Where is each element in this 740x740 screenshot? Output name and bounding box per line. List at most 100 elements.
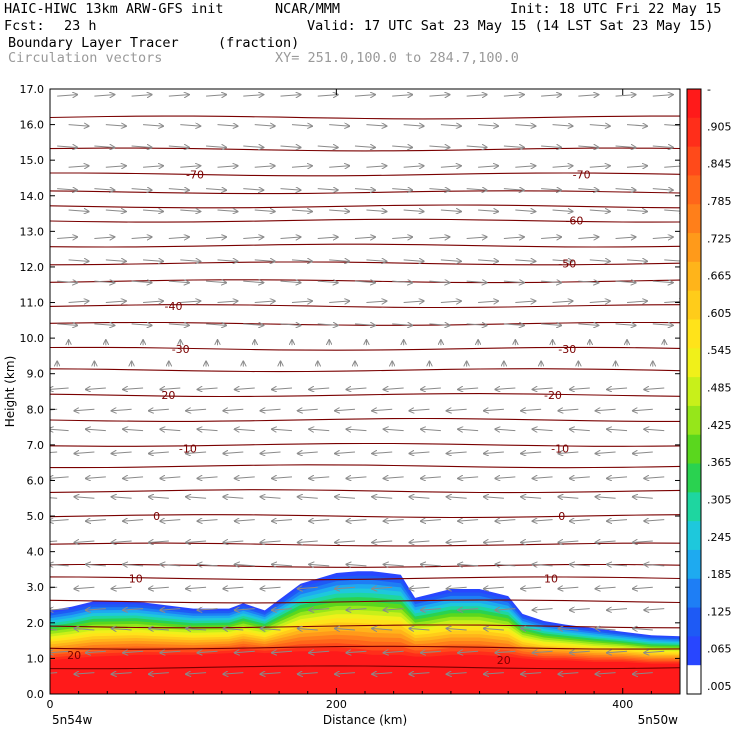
circulation-vector [329,125,349,127]
circulation-vector [570,609,590,611]
circulation-vector [366,125,386,127]
circulation-vector [484,452,504,454]
contour-label: -20 [157,389,175,402]
circulation-vector [298,497,318,499]
colorbar-swatch [687,89,701,119]
circulation-vector [447,673,467,675]
circulation-vector [50,388,69,390]
field-name: Boundary Layer Tracer [8,35,179,51]
circulation-vector [392,237,412,239]
circulation-vector [317,324,338,326]
circulation-vector [57,95,77,97]
circulation-vector [447,541,467,543]
circulation-vector [366,166,386,168]
circulation-vector [180,125,200,127]
header-init: Init: 18 UTC Fri 22 May 15 [510,1,722,17]
circulation-vector [50,672,58,674]
circulation-vector [346,520,367,522]
colorbar-label: .185 [707,568,732,581]
temperature-contour [50,190,680,195]
contour-label: -10 [179,442,197,455]
circulation-vector [440,301,461,303]
contour-label: -30 [172,343,190,356]
contour-label: -70 [186,168,204,181]
circulation-vector [298,409,318,411]
colorbar-swatch [687,434,701,465]
circulation-vector [596,628,616,630]
circulation-vector [105,210,126,212]
circulation-vector [664,166,680,168]
circulation-vector [217,125,238,127]
circulation-vector [478,210,498,212]
temperature-contour [50,417,680,422]
circulation-vector [57,281,77,283]
y-tick-label: 15.0 [20,154,45,167]
colorbar-label: .005 [707,680,732,693]
circulation-vector [309,651,330,653]
temperature-contour [50,321,680,326]
circulation-vector [123,388,144,390]
circulation-vector [578,237,598,239]
circulation-vector [180,301,200,303]
temperature-contour [50,624,680,629]
circulation-vector [570,520,590,522]
circulation-vector [143,210,163,212]
circulation-vector [86,388,106,390]
circulation-vector [558,409,579,411]
colorbar-label: .485 [707,382,732,395]
temperature-contour [50,514,680,519]
circulation-vector [291,260,312,262]
circulation-vector [495,520,516,522]
circulation-vector [235,651,255,653]
circulation-vector [421,564,441,566]
circulation-vector [495,564,516,566]
y-tick-label: 17.0 [20,83,45,96]
circulation-vector [143,125,163,127]
circulation-vector [346,651,367,653]
circulation-vector [160,651,181,653]
circulation-vector [143,260,163,262]
circulation-vector [149,587,169,589]
circulation-vector [280,146,301,148]
circulation-vector [335,628,356,630]
circulation-vector [403,260,424,262]
circulation-vector [552,260,573,262]
temperature-contour [50,204,680,209]
circulation-vector [235,520,255,522]
circulation-vector [272,520,293,522]
circulation-vector [217,301,238,303]
circulation-vector [652,324,673,326]
circulation-vector [384,651,404,653]
colorbar-swatch [687,521,701,551]
circulation-vector [168,146,189,148]
circulation-vector [615,281,636,283]
circulation-vector [317,95,338,97]
circulation-vector [160,388,181,390]
circulation-vector [484,497,504,499]
circulation-vector [596,497,616,499]
circulation-vector [74,587,95,589]
y-tick-label: 1.0 [27,652,45,665]
circulation-vector [515,260,535,262]
circulation-vector [105,125,126,127]
circulation-vector [366,260,386,262]
circulation-vector [615,324,636,326]
circulation-vector [243,237,263,239]
circulation-vector [384,388,404,390]
circulation-vector [558,452,579,454]
circulation-vector [644,429,665,431]
x-tick-label: 0 [47,698,54,711]
circulation-vector [596,541,616,543]
circulation-vector [503,324,524,326]
circulation-vector [570,477,590,479]
circulation-vector [272,609,293,611]
circulation-vector [235,564,255,566]
y-axis-title: Height (km) [3,356,17,427]
circulation-vector [607,564,628,566]
circulation-vector [458,388,479,390]
circulation-vector [421,477,441,479]
circulation-vector [112,587,132,589]
circulation-vector [570,651,590,653]
circulation-vector [160,477,181,479]
circulation-vector [521,452,542,454]
